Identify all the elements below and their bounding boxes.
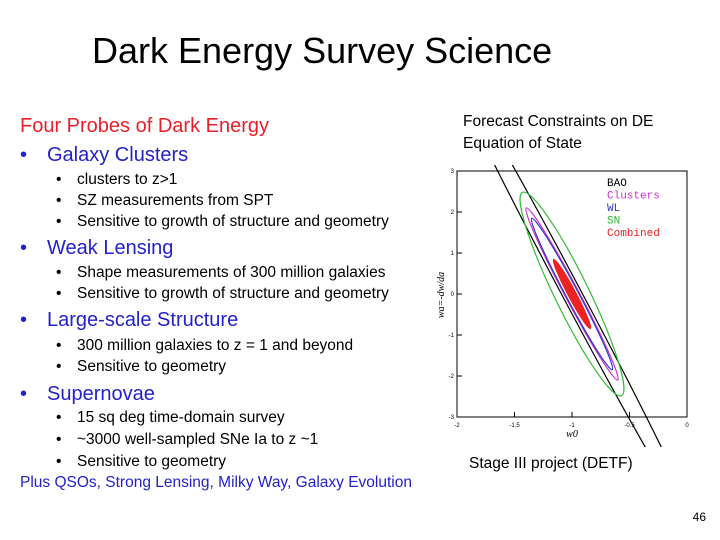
forecast-caption: Stage III project (DETF) [469,455,633,472]
page-number: 46 [692,510,706,524]
ellipse-clusters [525,207,619,381]
ellipse-combined [552,258,592,330]
footer-note: Plus QSOs, Strong Lensing, Milky Way, Ga… [20,474,412,491]
bullet-icon: • [20,383,28,405]
x-tick-label: -1.5 [509,423,520,429]
probe-title: Weak Lensing [47,237,174,259]
legend-entry-combined: Combined [607,228,660,240]
ellipse-sn [519,191,625,397]
legend-entry-bao: BAO [607,178,627,190]
probe-large-scale-structure: • Large-scale Structure [20,309,238,332]
list-item: • SZ measurements from SPT [56,192,274,209]
list-item: • Sensitive to geometry [56,453,227,470]
legend-entry-wl: WL [607,203,620,215]
bullet-icon: • [56,431,62,448]
y-tick-label: -1 [449,333,455,339]
bullet-icon: • [56,192,62,209]
probe-supernovae: • Supernovae [20,383,155,406]
probes-heading: Four Probes of Dark Energy [20,115,269,137]
x-tick-label: -1 [569,423,575,429]
bullet-icon: • [20,144,28,166]
bullet-icon: • [56,337,62,354]
x-axis-label: w0 [566,429,578,440]
legend-entry-clusters: Clusters [607,191,660,203]
list-item: • Sensitive to geometry [56,358,227,375]
bullet-icon: • [56,171,62,188]
y-tick-label: 0 [451,292,455,298]
y-axis-label: wa=-dw/da [436,272,447,318]
list-item: • clusters to z>1 [56,171,178,188]
legend-entry-sn: SN [607,216,620,228]
bullet-icon: • [56,453,62,470]
probe-galaxy-clusters: • Galaxy Clusters [20,144,188,167]
forecast-chart: -2 -1.5 -1 -0.5 0 -3 -2 -1 0 1 2 3 BAOClustersWLSNC… [436,165,697,447]
x-tick-label: -0.5 [624,423,635,429]
slide-title: Dark Energy Survey Science [92,30,553,71]
bullet-icon: • [20,237,28,259]
list-item: • 300 million galaxies to z = 1 and beyon… [56,337,354,354]
list-item: • Shape measurements of 300 million galax… [56,264,386,281]
y-tick-label: 3 [451,169,455,175]
y-tick-label: 2 [451,210,455,216]
probe-title: Supernovae [47,383,155,405]
x-tick-label: 0 [685,423,689,429]
forecast-title: Forecast Constraints on DE Equation of S… [463,113,654,152]
probe-title: Galaxy Clusters [47,144,189,166]
list-item: • Sensitive to growth of structure and ge… [56,213,389,230]
list-item: • 15 sq deg time-domain survey [56,409,285,426]
bullet-icon: • [20,309,28,331]
list-item: • ~3000 well-sampled SNe Ia to z ~1 [56,431,319,448]
bullet-icon: • [56,409,62,426]
bullet-icon: • [56,213,62,230]
bullet-icon: • [56,358,62,375]
x-tick-label: -2 [454,423,460,429]
y-tick-label: 1 [451,251,455,257]
y-tick-label: -3 [449,415,455,421]
probe-title: Large-scale Structure [47,309,239,331]
probe-weak-lensing: • Weak Lensing [20,237,173,260]
y-tick-label: -2 [449,374,455,380]
bullet-icon: • [56,285,62,302]
ellipse-bao [446,165,697,447]
bullet-icon: • [56,264,62,281]
list-item: • Sensitive to growth of structure and ge… [56,285,389,302]
ellipse-wl [530,217,614,371]
